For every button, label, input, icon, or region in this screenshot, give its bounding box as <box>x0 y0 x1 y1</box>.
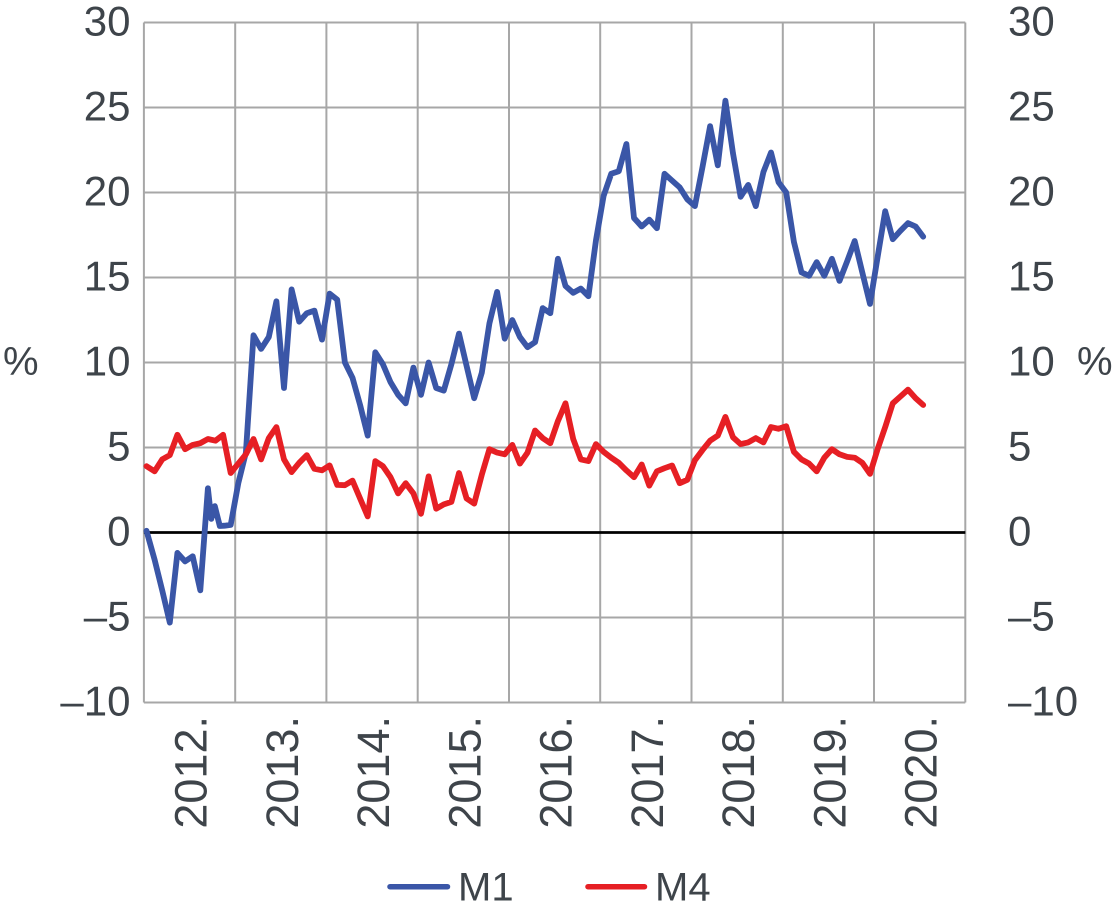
svg-text:–5: –5 <box>1008 593 1055 640</box>
svg-text:30: 30 <box>1008 0 1055 45</box>
svg-text:2020.: 2020. <box>896 716 947 829</box>
svg-text:2017.: 2017. <box>622 716 673 829</box>
svg-text:0: 0 <box>1008 508 1031 555</box>
svg-text:25: 25 <box>84 83 131 130</box>
svg-text:25: 25 <box>1008 83 1055 130</box>
svg-text:–10: –10 <box>60 678 130 725</box>
svg-text:15: 15 <box>84 253 131 300</box>
svg-text:2015.: 2015. <box>439 716 490 829</box>
svg-text:2016.: 2016. <box>531 716 582 829</box>
svg-text:20: 20 <box>1008 168 1055 215</box>
svg-text:2019.: 2019. <box>804 716 855 829</box>
svg-text:–5: –5 <box>84 593 131 640</box>
svg-text:20: 20 <box>84 168 131 215</box>
svg-text:5: 5 <box>107 423 130 470</box>
svg-text:10: 10 <box>84 338 131 385</box>
svg-text:5: 5 <box>1008 423 1031 470</box>
svg-text:M4: M4 <box>655 866 711 909</box>
svg-text:%: % <box>1077 340 1113 384</box>
svg-text:2012.: 2012. <box>166 716 217 829</box>
svg-text:2014.: 2014. <box>348 716 399 829</box>
svg-text:M1: M1 <box>458 866 514 909</box>
svg-text:%: % <box>3 340 39 384</box>
svg-text:–10: –10 <box>1008 678 1078 725</box>
svg-text:30: 30 <box>84 0 131 45</box>
svg-text:10: 10 <box>1008 338 1055 385</box>
svg-text:2013.: 2013. <box>257 716 308 829</box>
svg-text:2018.: 2018. <box>713 716 764 829</box>
svg-text:0: 0 <box>107 508 130 555</box>
svg-text:15: 15 <box>1008 253 1055 300</box>
